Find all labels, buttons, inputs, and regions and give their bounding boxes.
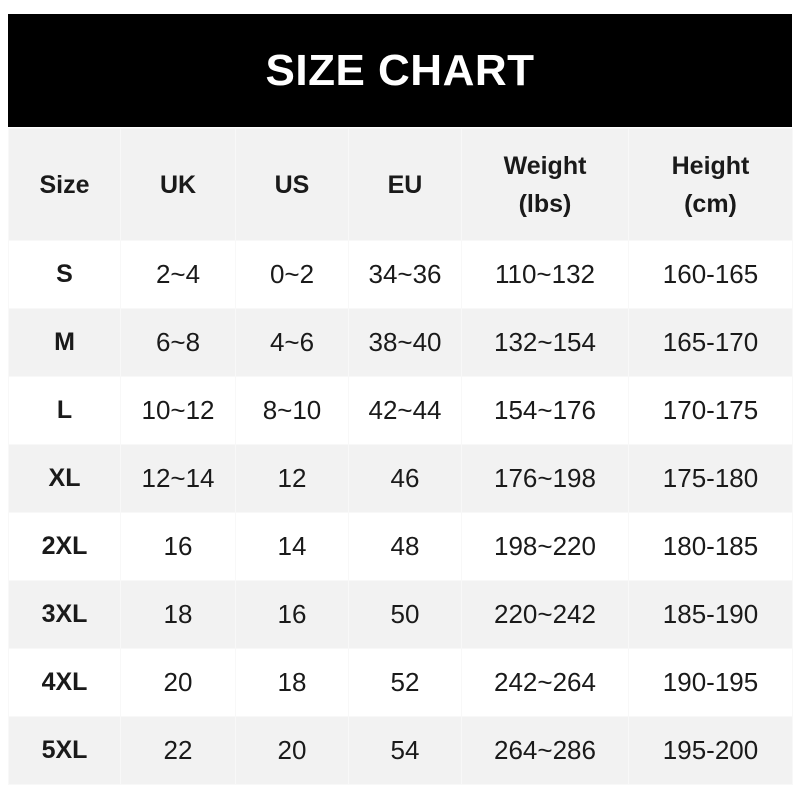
cell-weight: 242~264 bbox=[461, 648, 629, 717]
header-height: Height (cm) bbox=[628, 128, 793, 241]
cell-height: 165-170 bbox=[628, 308, 793, 377]
cell-uk: 16 bbox=[120, 512, 236, 581]
cell-weight: 176~198 bbox=[461, 444, 629, 513]
cell-uk: 20 bbox=[120, 648, 236, 717]
header-label: UK bbox=[159, 170, 197, 199]
cell-uk: 12~14 bbox=[120, 444, 236, 513]
cell-height: 180-185 bbox=[628, 512, 793, 581]
cell-height: 160-165 bbox=[628, 240, 793, 309]
cell-us: 16 bbox=[235, 580, 349, 649]
header-weight: Weight (lbs) bbox=[461, 128, 629, 241]
cell-weight: 220~242 bbox=[461, 580, 629, 649]
table-row: 4XL 20 18 52 242~264 190-195 bbox=[8, 648, 793, 717]
cell-size: M bbox=[8, 308, 121, 377]
cell-height: 195-200 bbox=[628, 716, 793, 785]
cell-eu: 54 bbox=[348, 716, 462, 785]
cell-eu: 52 bbox=[348, 648, 462, 717]
cell-weight: 264~286 bbox=[461, 716, 629, 785]
header-label: US bbox=[274, 170, 310, 199]
cell-uk: 10~12 bbox=[120, 376, 236, 445]
cell-height: 170-175 bbox=[628, 376, 793, 445]
cell-height: 175-180 bbox=[628, 444, 793, 513]
cell-uk: 18 bbox=[120, 580, 236, 649]
cell-us: 20 bbox=[235, 716, 349, 785]
cell-uk: 2~4 bbox=[120, 240, 236, 309]
header-uk: UK bbox=[120, 128, 236, 241]
cell-size: 2XL bbox=[8, 512, 121, 581]
cell-height: 185-190 bbox=[628, 580, 793, 649]
header-label: EU bbox=[387, 170, 423, 199]
header-label: Height bbox=[671, 151, 750, 180]
header-us: US bbox=[235, 128, 349, 241]
cell-size: 5XL bbox=[8, 716, 121, 785]
cell-eu: 48 bbox=[348, 512, 462, 581]
cell-size: S bbox=[8, 240, 121, 309]
size-table: Size UK US EU Weight (lbs) Height (cm) S 2~4 0~2 3… bbox=[8, 128, 793, 785]
cell-eu: 34~36 bbox=[348, 240, 462, 309]
table-row: 5XL 22 20 54 264~286 195-200 bbox=[8, 716, 793, 785]
cell-us: 18 bbox=[235, 648, 349, 717]
table-row: 2XL 16 14 48 198~220 180-185 bbox=[8, 512, 793, 581]
title-text: SIZE CHART bbox=[265, 45, 535, 95]
header-label: Size bbox=[39, 170, 90, 199]
header-eu: EU bbox=[348, 128, 462, 241]
cell-us: 4~6 bbox=[235, 308, 349, 377]
cell-size: L bbox=[8, 376, 121, 445]
cell-eu: 46 bbox=[348, 444, 462, 513]
table-row: XL 12~14 12 46 176~198 175-180 bbox=[8, 444, 793, 513]
table-row: S 2~4 0~2 34~36 110~132 160-165 bbox=[8, 240, 793, 309]
cell-us: 8~10 bbox=[235, 376, 349, 445]
table-row: 3XL 18 16 50 220~242 185-190 bbox=[8, 580, 793, 649]
cell-eu: 42~44 bbox=[348, 376, 462, 445]
cell-weight: 154~176 bbox=[461, 376, 629, 445]
cell-size: 3XL bbox=[8, 580, 121, 649]
cell-size: XL bbox=[8, 444, 121, 513]
cell-uk: 22 bbox=[120, 716, 236, 785]
cell-us: 14 bbox=[235, 512, 349, 581]
cell-weight: 198~220 bbox=[461, 512, 629, 581]
cell-eu: 38~40 bbox=[348, 308, 462, 377]
table-row: M 6~8 4~6 38~40 132~154 165-170 bbox=[8, 308, 793, 377]
cell-size: 4XL bbox=[8, 648, 121, 717]
cell-height: 190-195 bbox=[628, 648, 793, 717]
table-row: L 10~12 8~10 42~44 154~176 170-175 bbox=[8, 376, 793, 445]
header-row: Size UK US EU Weight (lbs) Height (cm) bbox=[8, 128, 793, 241]
cell-weight: 132~154 bbox=[461, 308, 629, 377]
header-unit: (lbs) bbox=[518, 189, 572, 218]
cell-eu: 50 bbox=[348, 580, 462, 649]
cell-uk: 6~8 bbox=[120, 308, 236, 377]
cell-us: 0~2 bbox=[235, 240, 349, 309]
header-label: Weight bbox=[503, 151, 587, 180]
cell-weight: 110~132 bbox=[461, 240, 629, 309]
header-size: Size bbox=[8, 128, 121, 241]
header-unit: (cm) bbox=[684, 189, 737, 218]
size-chart-title: SIZE CHART bbox=[8, 14, 792, 127]
cell-us: 12 bbox=[235, 444, 349, 513]
